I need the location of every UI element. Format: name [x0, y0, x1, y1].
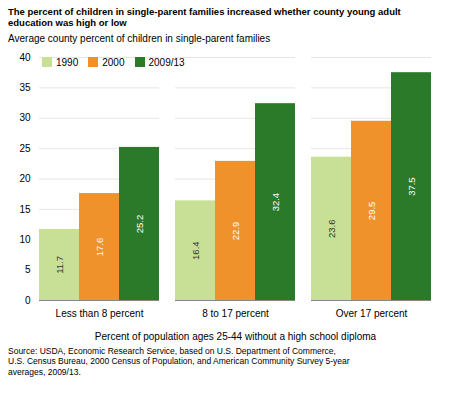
svg-text:Less than 8 percent: Less than 8 percent: [56, 307, 144, 318]
svg-text:16.4: 16.4: [190, 241, 201, 260]
svg-text:37.5: 37.5: [406, 177, 417, 196]
html-text:2000: 2000: [102, 56, 125, 68]
svg-text:20: 20: [19, 173, 31, 184]
svg-text:11.7: 11.7: [54, 256, 65, 274]
svg-text:0: 0: [25, 294, 31, 305]
svg-text:8 to 17 percent: 8 to 17 percent: [202, 307, 269, 318]
svg-text:15: 15: [19, 203, 31, 214]
svg-text:Percent of population ages 25-: Percent of population ages 25-44 without…: [95, 330, 377, 341]
svg-text:30: 30: [19, 112, 31, 123]
svg-text:35: 35: [19, 82, 31, 93]
svg-text:10: 10: [19, 234, 31, 245]
svg-text:29.5: 29.5: [366, 201, 377, 220]
html-text:2009/13: 2009/13: [148, 56, 185, 68]
svg-text:Over 17 percent: Over 17 percent: [336, 307, 408, 318]
svg-text:5: 5: [25, 264, 31, 275]
svg-text:22.9: 22.9: [230, 221, 241, 240]
svg-text:17.6: 17.6: [94, 238, 105, 256]
svg-text:25.2: 25.2: [134, 214, 145, 233]
html-text:Average county percent of chil: Average county percent of children in si…: [8, 32, 271, 44]
svg-text:32.4: 32.4: [270, 193, 281, 212]
html-text:The percent of children in sin: The percent of children in single-parent…: [8, 6, 401, 29]
svg-text:40: 40: [19, 51, 31, 62]
svg-text:23.6: 23.6: [326, 219, 337, 238]
html-text:Source: USDA, Economic Researc: Source: USDA, Economic Research Service,…: [8, 345, 350, 377]
svg-text:25: 25: [19, 143, 31, 154]
html-text:1990: 1990: [56, 56, 79, 68]
